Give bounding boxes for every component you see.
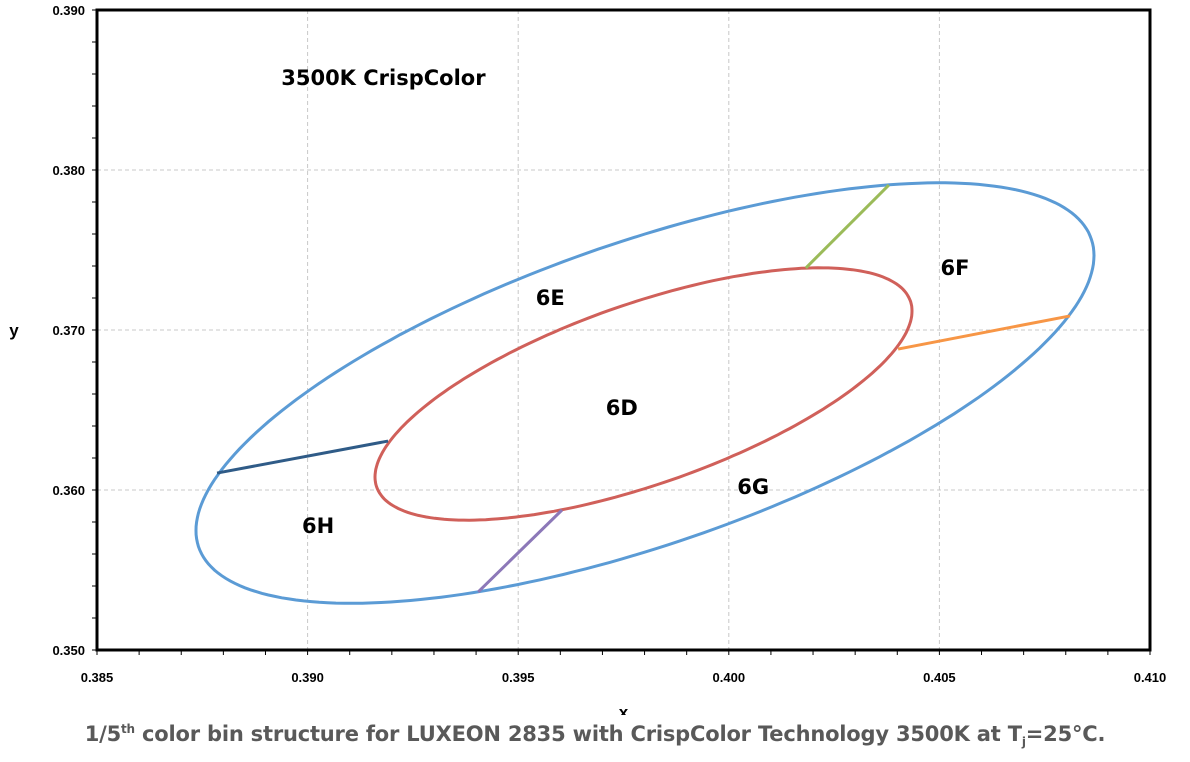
divider-6H-6G [477,508,564,593]
bin-label-6E: 6E [536,286,565,310]
y-tick-label: 0.370 [52,323,85,338]
x-tick-label: 0.390 [291,670,324,685]
bin-label-6H: 6H [302,514,334,538]
bin-label-6D: 6D [606,396,638,420]
bin-label-6G: 6G [737,475,769,499]
x-tick-label: 0.385 [81,670,114,685]
chromaticity-chart: 0.385 0.390 0.395 0.400 0.405 0.410 0.350 0.360… [9,3,1167,715]
y-tick-label: 0.350 [52,643,85,658]
y-tick-label: 0.360 [52,483,85,498]
outer-bin-ellipse [194,181,1096,605]
y-tick-label: 0.380 [52,163,85,178]
figure-caption: 1/5th color bin structure for LUXEON 283… [0,722,1190,749]
y-tick-label: 0.390 [52,3,85,18]
caption-suffix: =25°C. [1025,722,1106,746]
x-tick-label: 0.395 [502,670,535,685]
x-tick-label: 0.405 [923,670,956,685]
bin-label-6F: 6F [941,256,970,280]
caption-main: color bin structure for LUXEON 2835 with… [134,722,1022,746]
x-tick-label: 0.400 [713,670,746,685]
divider-6E-6H [216,439,389,475]
caption-superscript: th [121,722,135,736]
x-axis-label: x [619,703,629,715]
divider-6F-6G [897,314,1071,351]
x-tick-label: 0.410 [1134,670,1167,685]
plot-frame [95,8,1152,652]
chart-title: 3500K CrispColor [281,66,486,90]
y-axis-label: y [9,321,19,340]
caption-subscript: j [1021,735,1026,750]
caption-prefix: 1/5 [84,722,122,746]
divider-6E-6F [804,183,890,269]
inner-bin-6D-ellipse [373,266,914,522]
